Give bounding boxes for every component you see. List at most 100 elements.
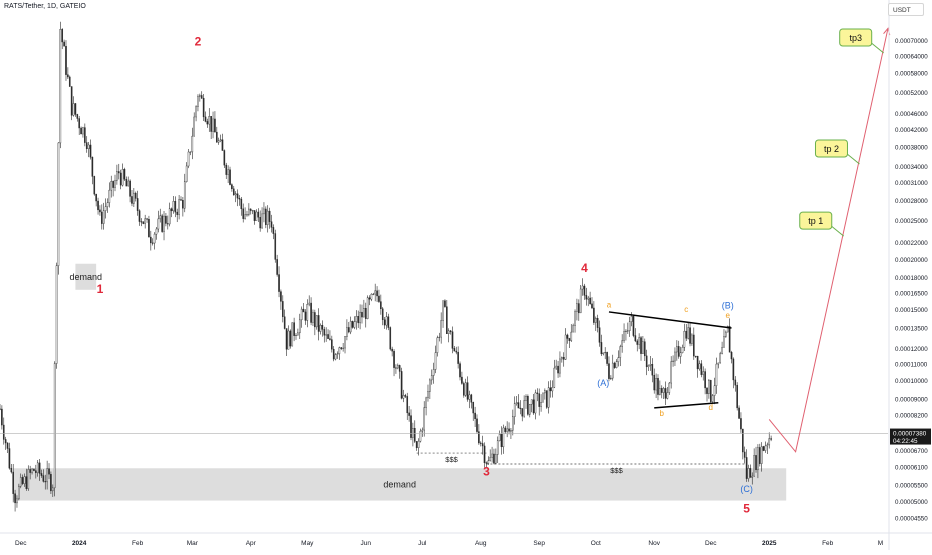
candle-body xyxy=(349,320,352,333)
candle-body xyxy=(199,95,201,97)
candle-body xyxy=(355,316,358,323)
candle-body xyxy=(698,363,701,370)
candle-body xyxy=(504,427,507,432)
candle-body xyxy=(97,200,99,211)
candle-body xyxy=(240,198,243,210)
candle-body xyxy=(189,151,192,153)
candle-body xyxy=(429,379,431,392)
last-price-value: 0.00007380 xyxy=(893,431,927,438)
candle-body xyxy=(400,371,403,399)
y-tick-label: 0.00028000 xyxy=(895,198,928,205)
candle-body xyxy=(212,118,214,132)
y-tick-label: 0.00025000 xyxy=(895,218,928,225)
candle-body xyxy=(510,430,512,432)
wave-label: 1 xyxy=(97,282,104,296)
candle-body xyxy=(725,331,727,337)
candle-body xyxy=(651,364,654,376)
candle-body xyxy=(357,316,360,324)
candle-body xyxy=(691,334,693,344)
candle-body xyxy=(608,363,610,379)
candle-body xyxy=(221,139,224,151)
candle-body xyxy=(208,116,211,125)
candle-body xyxy=(76,114,79,119)
candle-body xyxy=(645,355,648,368)
candle-body xyxy=(325,334,327,336)
candle-body xyxy=(144,218,146,224)
candle-body xyxy=(449,330,452,332)
x-tick-label: Aug xyxy=(475,540,487,547)
candle-body xyxy=(512,416,514,431)
candle-body xyxy=(101,211,103,224)
candle-body xyxy=(150,236,152,244)
candle-body xyxy=(566,334,569,339)
candle-body xyxy=(193,116,195,137)
candle-body xyxy=(372,293,375,295)
candle-body xyxy=(104,206,107,211)
candle-body xyxy=(578,303,580,314)
y-tick-label: 0.00052000 xyxy=(895,90,928,97)
candle-body xyxy=(274,233,277,260)
candle-body xyxy=(410,415,412,438)
candle-body xyxy=(598,327,601,343)
candle-body xyxy=(653,374,656,391)
currency-selector[interactable]: USDT xyxy=(888,3,924,16)
candle-body xyxy=(134,192,137,199)
candle-body xyxy=(351,320,354,328)
candle-body xyxy=(302,308,305,313)
candle-body xyxy=(585,295,588,300)
candle-body xyxy=(474,412,476,420)
wave-label: d xyxy=(709,403,713,412)
target-callout xyxy=(839,28,873,47)
candle-body xyxy=(197,96,199,107)
candle-body xyxy=(153,233,156,244)
candle-body xyxy=(187,151,190,167)
candle-body xyxy=(755,455,757,471)
candle-body xyxy=(406,396,409,414)
candle-body xyxy=(376,290,378,297)
candle-body xyxy=(347,327,350,333)
candle-body xyxy=(470,394,473,403)
candle-body xyxy=(704,371,706,389)
candle-body xyxy=(78,118,80,129)
candle-body xyxy=(664,388,667,399)
candle-body xyxy=(331,339,333,350)
candle-body xyxy=(498,433,501,441)
candle-body xyxy=(140,221,143,223)
candle-body xyxy=(238,197,241,200)
candle-body xyxy=(515,402,518,404)
y-tick-label: 0.00042000 xyxy=(895,127,928,134)
x-tick-label: 2025 xyxy=(762,540,777,547)
candle-body xyxy=(0,408,1,410)
candle-body xyxy=(538,393,541,407)
candle-body xyxy=(485,462,488,464)
candle-body xyxy=(476,418,478,432)
candle-body xyxy=(623,331,625,341)
y-tick-label: 0.00006100 xyxy=(895,464,928,471)
candle-body xyxy=(12,471,14,494)
candle-body xyxy=(461,376,463,384)
candle-body xyxy=(374,290,376,295)
candle-body xyxy=(21,477,24,484)
candle-body xyxy=(730,352,733,360)
candle-body xyxy=(246,214,248,216)
candle-body xyxy=(289,330,292,347)
candle-body xyxy=(596,318,599,328)
candle-body xyxy=(182,200,184,209)
candle-body xyxy=(711,395,714,402)
candle-body xyxy=(1,408,3,426)
projection-path xyxy=(768,28,889,453)
candle-body xyxy=(749,468,752,478)
candle-body xyxy=(523,400,525,417)
candle-body xyxy=(332,348,335,360)
candle-body xyxy=(146,218,148,220)
candle-body xyxy=(693,334,695,357)
candle-body xyxy=(366,297,369,319)
candle-body xyxy=(40,473,43,476)
candle-body xyxy=(50,474,52,492)
candle-body xyxy=(666,392,669,399)
candle-body xyxy=(266,210,269,225)
candle-body xyxy=(742,428,744,453)
candle-body xyxy=(495,454,497,464)
candle-body xyxy=(419,430,422,442)
